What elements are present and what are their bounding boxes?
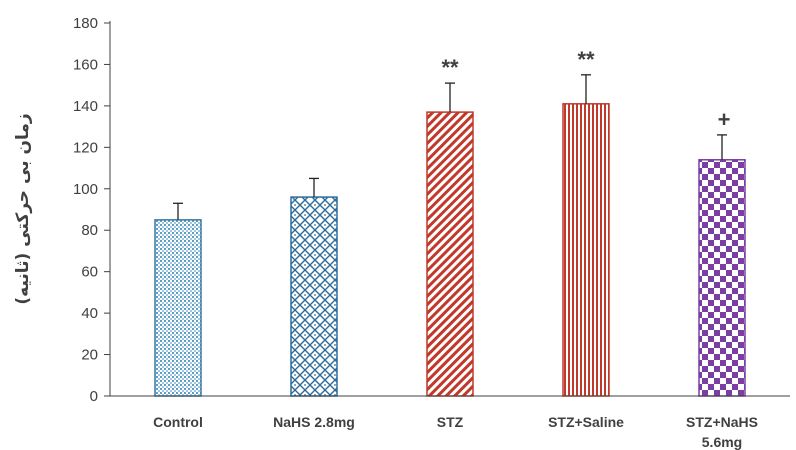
y-tick-label: 40 — [81, 305, 98, 322]
y-tick-label: 180 — [73, 15, 98, 32]
y-tick-label: 100 — [73, 181, 98, 198]
y-tick-label: 80 — [81, 222, 98, 239]
y-tick-label: 20 — [81, 347, 98, 364]
bar — [426, 111, 474, 397]
y-tick-label: 140 — [73, 98, 98, 115]
x-tick-label: NaHS 2.8mg — [273, 414, 355, 430]
y-tick-label: 120 — [73, 139, 98, 156]
significance-annotations: ** ** + — [441, 47, 730, 132]
x-tick-label-line2: 5.6mg — [702, 434, 742, 450]
x-axis: Control NaHS 2.8mg STZ STZ+Saline STZ+NaHS 5.… — [110, 395, 790, 450]
y-tick-label: 60 — [81, 264, 98, 281]
x-tick-label: STZ — [437, 414, 464, 430]
significance-marker: ** — [577, 47, 595, 72]
significance-marker: ** — [441, 55, 459, 80]
bar — [698, 159, 746, 397]
bar — [290, 196, 338, 397]
x-tick-label: STZ+NaHS — [686, 414, 758, 430]
error-bars — [173, 74, 727, 220]
bar — [154, 219, 202, 397]
x-tick-label: STZ+Saline — [548, 414, 624, 430]
x-tick-label: Control — [153, 414, 203, 430]
significance-marker: + — [718, 107, 731, 132]
y-tick-label: 0 — [90, 388, 98, 405]
y-tick-label: 160 — [73, 56, 98, 73]
bars — [154, 103, 746, 397]
y-axis: 0 20 40 60 80 100 120 140 160 180 — [73, 15, 111, 405]
y-axis-label: زمان بی حرکتی (ثانیه) — [13, 113, 33, 304]
bar — [562, 103, 610, 397]
